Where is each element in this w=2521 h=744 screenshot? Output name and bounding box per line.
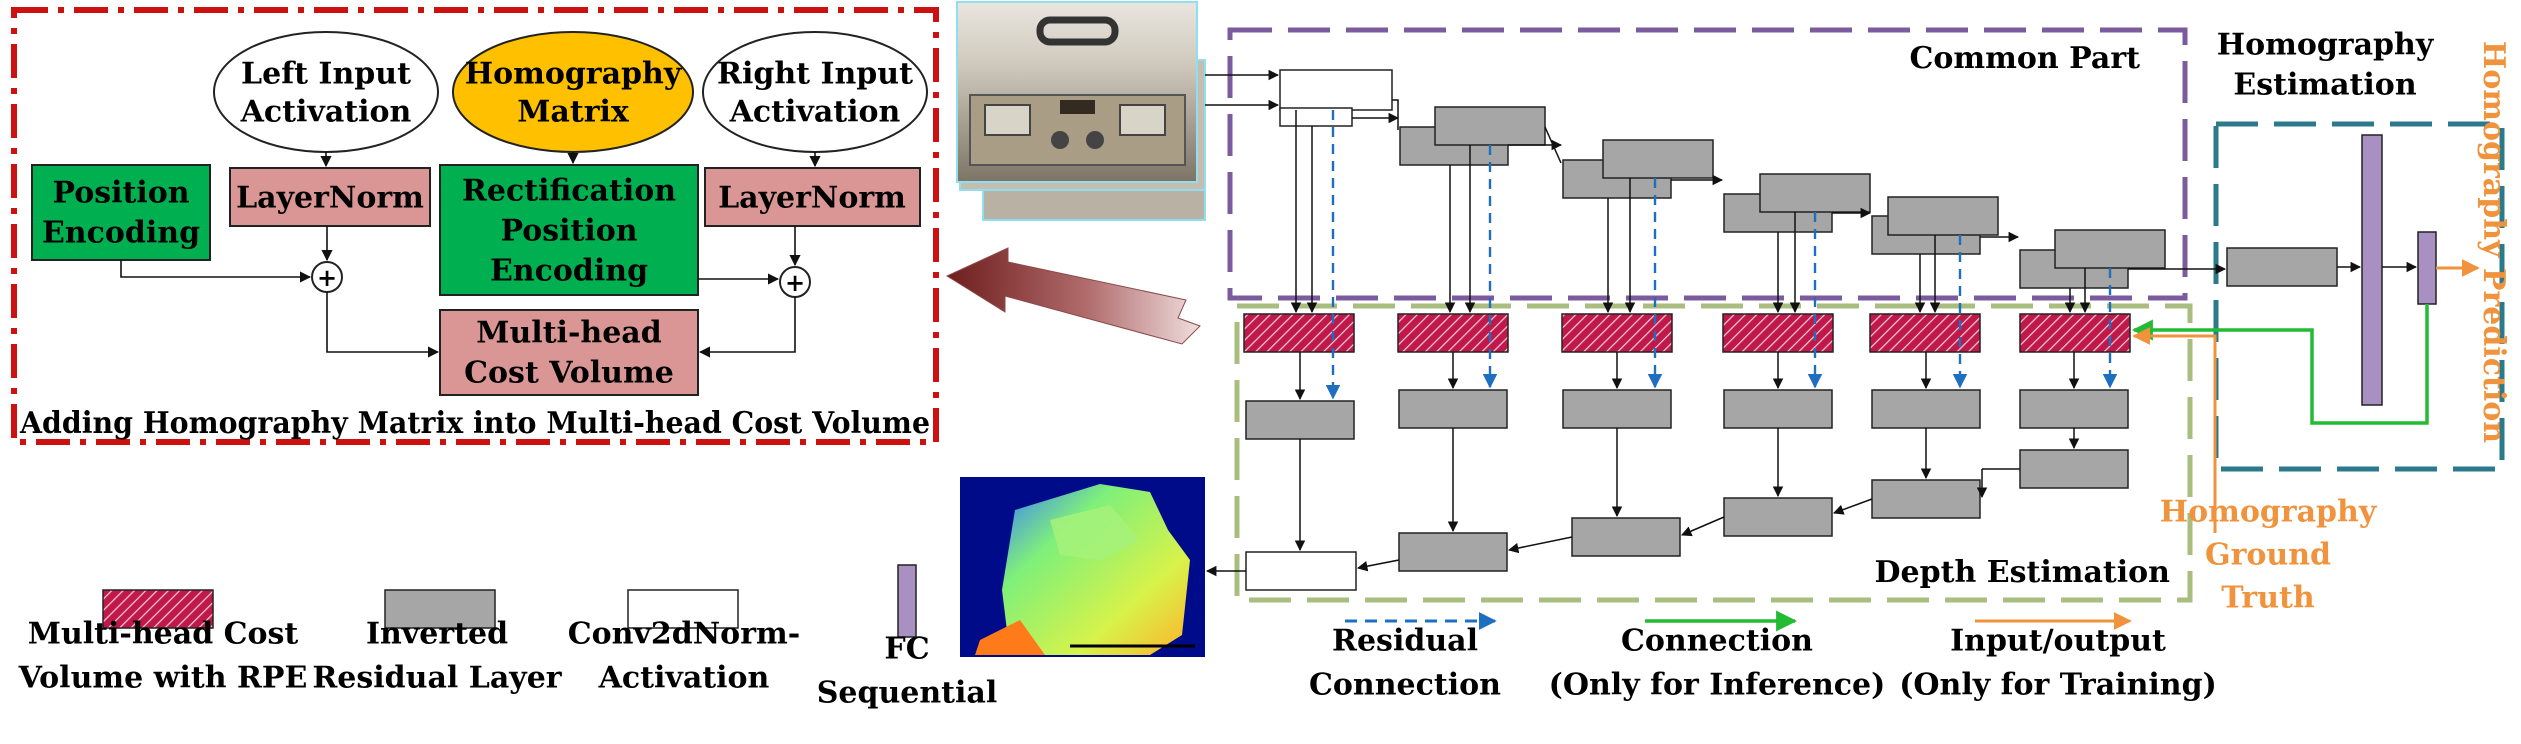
left-input-ellipse bbox=[213, 31, 439, 153]
inset-panel: Left Input Activation Homography Matrix Ri… bbox=[11, 7, 939, 445]
legend: Multi-head Cost Volume with RPE Inverted R… bbox=[18, 564, 2217, 711]
add-symbol-right: + bbox=[785, 268, 805, 297]
decoder-ir-6a bbox=[2019, 389, 2129, 429]
black-connections bbox=[1205, 69, 2418, 577]
inference-connection bbox=[2131, 304, 2429, 425]
homography-estimation-frame bbox=[2213, 121, 2505, 472]
ir-block-4a bbox=[1887, 196, 1999, 236]
homography-matrix-label: Homography Matrix bbox=[465, 57, 683, 130]
conv2d-block bbox=[1279, 69, 1393, 111]
decoder-ir-5b bbox=[1871, 479, 1981, 519]
ir-block-5a bbox=[2054, 229, 2166, 269]
homography-estimation-label: Homography Estimation bbox=[2217, 28, 2435, 103]
rectification-pe-box bbox=[439, 164, 699, 296]
legend-cost-volume-label: Multi-head Cost Volume with RPE bbox=[18, 617, 308, 696]
right-input-label: Right Input Activation bbox=[717, 57, 913, 130]
fc-bar-small bbox=[2417, 231, 2437, 305]
cost-volume-row bbox=[1243, 313, 2131, 353]
layernorm-right-label: LayerNorm bbox=[718, 181, 906, 216]
homography-prediction-label: Homography Prediction bbox=[2476, 41, 2511, 443]
cost-volume-block-1 bbox=[1243, 313, 1355, 353]
layernorm-left-box bbox=[229, 167, 431, 227]
decoder-ir-3b bbox=[1571, 517, 1681, 557]
ir-block-1a bbox=[1434, 106, 1546, 146]
inset-connectors bbox=[120, 152, 821, 358]
legend-conv2d-swatch bbox=[627, 589, 739, 629]
position-encoding-label: Position Encoding bbox=[42, 176, 200, 251]
legend-residual-label: Residual Connection bbox=[1309, 624, 1501, 703]
decoder-ir-6b bbox=[2019, 449, 2129, 489]
input-photo-stack bbox=[956, 1, 1206, 221]
right-input-ellipse bbox=[702, 31, 928, 153]
decoder-conv2d-out bbox=[1245, 551, 1357, 591]
legend-training-label: Input/output (Only for Training) bbox=[1899, 624, 2217, 703]
residual-connections bbox=[1325, 110, 2118, 400]
homography-matrix-ellipse bbox=[452, 31, 694, 153]
cost-volume-block-4 bbox=[1722, 313, 1834, 353]
decoder-ir-3a bbox=[1562, 389, 1672, 429]
legend-cost-volume-swatch bbox=[102, 589, 214, 629]
depth-map-output bbox=[960, 477, 1205, 657]
depth-estimation-label: Depth Estimation bbox=[1875, 555, 2171, 590]
common-part-label: Common Part bbox=[1910, 41, 2141, 76]
layernorm-right-box bbox=[704, 167, 921, 227]
depth-estimation-frame bbox=[1234, 303, 2193, 603]
inset-dashdot-border bbox=[11, 7, 939, 445]
decoder-ir-2a bbox=[1398, 389, 1508, 429]
cost-volume-block-2 bbox=[1397, 313, 1509, 353]
legend-fc-label: FC Sequential bbox=[817, 632, 998, 711]
homography-ground-truth-label: Homography Ground Truth bbox=[2160, 495, 2378, 616]
add-symbol-left: + bbox=[317, 263, 337, 292]
ir-block-3a bbox=[1759, 173, 1871, 213]
zoom-arrow bbox=[945, 247, 1201, 345]
cost-volume-label: Multi-head Cost Volume bbox=[464, 316, 674, 391]
cost-volume-block-3 bbox=[1561, 313, 1673, 353]
inset-caption: Adding Homography Matrix into Multi-head… bbox=[19, 406, 930, 441]
training-io bbox=[2132, 259, 2480, 533]
homography-ir-block bbox=[2226, 247, 2338, 287]
homography-blocks bbox=[2226, 134, 2437, 406]
cost-volume-box bbox=[439, 309, 699, 396]
ir-block-2a bbox=[1602, 139, 1714, 179]
common-part-blocks bbox=[1279, 69, 2166, 289]
fc-bar-large bbox=[2361, 134, 2383, 406]
decoder-ir-5a bbox=[1871, 389, 1981, 429]
legend-inverted-residual-label: Inverted Residual Layer bbox=[312, 617, 562, 696]
legend-conv2d-label: Conv2dNorm-Activation bbox=[568, 617, 800, 696]
legend-inverted-residual-swatch bbox=[384, 589, 496, 629]
legend-fc-swatch bbox=[897, 564, 917, 638]
rectification-pe-label: Rectification Position Encoding bbox=[462, 174, 676, 289]
decoder-ir-2b bbox=[1398, 532, 1508, 572]
decoder-blocks bbox=[1245, 389, 2129, 591]
decoder-ir-4b bbox=[1723, 497, 1833, 537]
left-input-label: Left Input Activation bbox=[240, 57, 412, 130]
cost-volume-block-5 bbox=[1869, 313, 1981, 353]
layernorm-left-label: LayerNorm bbox=[236, 181, 424, 216]
legend-inference-label: Connection (Only for Inference) bbox=[1549, 624, 1886, 703]
cost-volume-block-6 bbox=[2019, 313, 2131, 353]
decoder-ir-1a bbox=[1245, 400, 1355, 440]
decoder-ir-4a bbox=[1723, 389, 1833, 429]
common-part-frame bbox=[1227, 27, 2188, 301]
